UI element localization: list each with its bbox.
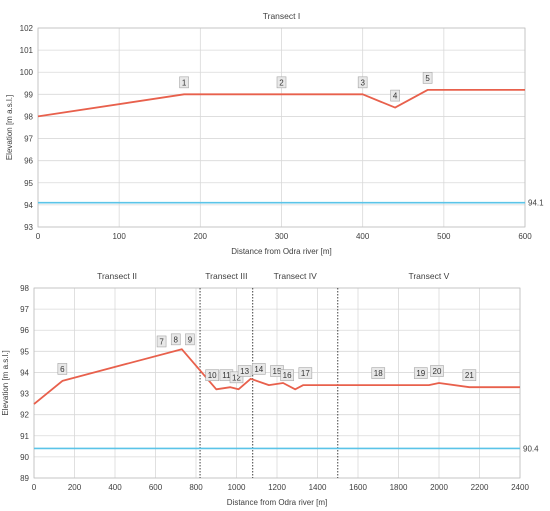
terrain-profile-line [33,348,520,405]
y-tick-label: 93 [24,223,33,232]
y-tick-label: 96 [24,157,33,166]
y-axis-label: Elevation [m a.s.l.] [5,95,14,160]
x-tick-label: 1000 [228,483,246,492]
x-tick-label: 100 [112,232,126,241]
point-label-box [205,369,219,382]
point-label-box [390,89,400,102]
x-tick-label: 600 [149,483,163,492]
x-tick-label: 400 [356,232,370,241]
y-tick-label: 94 [24,201,33,210]
point-label: 11 [222,371,231,380]
y-tick-label: 98 [20,284,29,293]
section-title: Transect V [408,271,449,281]
y-tick-label: 102 [20,24,34,33]
y-tick-label: 92 [20,411,29,420]
chart-transect-1: 93 94 95 96 97 98 99 100 101 102 0 100 200 300 400 500 6… [5,11,544,256]
x-tick-label: 0 [32,483,37,492]
y-axis-label: Elevation [m a.s.l.] [1,350,10,415]
point-label: 5 [425,74,430,83]
y-tick-label: 93 [20,390,29,399]
y-tick-label: 98 [24,112,33,121]
x-axis-label: Distance from Odra river [m] [231,247,331,256]
point-label: 13 [240,367,249,376]
point-label: 15 [273,367,282,376]
x-tick-label: 1400 [309,483,327,492]
point-label: 14 [254,365,263,374]
point-label: 9 [188,335,193,344]
chart-title: Transect I [263,11,300,21]
x-tick-label: 1600 [349,483,367,492]
x-axis-label: Distance from Odra river [m] [227,498,327,507]
point-label-box [251,363,266,375]
point-label-box [371,367,386,379]
water-level-label: 90.4 [523,444,539,453]
point-label: 12 [232,373,241,382]
point-label-box [185,333,195,346]
point-label-box [179,76,189,89]
section-title: Transect III [205,271,247,281]
point-label-box [422,72,433,84]
point-label-box [462,369,477,382]
point-label: 4 [393,92,398,101]
point-label: 7 [159,337,164,346]
x-tick-label: 800 [189,483,203,492]
point-label: 3 [360,78,365,87]
point-label-box [413,367,428,379]
x-tick-label: 200 [194,232,208,241]
point-label-box [156,335,167,348]
point-label: 1 [182,78,187,87]
y-tick-label: 89 [20,474,29,483]
y-tick-label: 95 [20,347,29,356]
terrain-profile-line [37,89,525,118]
point-label-box [170,333,181,346]
x-tick-label: 300 [275,232,289,241]
x-tick-label: 600 [518,232,532,241]
y-tick-label: 96 [20,326,29,335]
y-tick-label: 94 [20,368,29,377]
point-label: 2 [279,78,284,87]
point-label-box [280,369,294,382]
x-tick-label: 1800 [390,483,408,492]
point-label-box [357,76,368,89]
point-label-box [430,365,444,377]
y-tick-label: 101 [20,46,34,55]
x-tick-label: 1200 [268,483,286,492]
point-label: 17 [301,369,310,378]
point-label-box [298,367,313,379]
y-tick-label: 97 [20,305,29,314]
section-title: Transect IV [274,271,317,281]
y-tick-label: 97 [24,135,33,144]
point-label: 21 [465,371,474,380]
point-label-box [229,371,244,384]
y-tick-label: 90 [20,453,29,462]
y-tick-label: 95 [24,179,33,188]
plot-frame [37,27,526,228]
point-label-box [237,365,252,377]
x-tick-label: 400 [108,483,122,492]
y-tick-label: 91 [20,432,29,441]
point-label: 19 [416,369,425,378]
point-label-box [276,76,287,89]
x-tick-label: 0 [36,232,41,241]
point-label: 6 [60,365,65,374]
x-tick-label: 2400 [511,483,529,492]
x-tick-label: 200 [68,483,82,492]
x-tick-label: 2200 [471,483,489,492]
water-level-label: 94.1 [528,199,544,208]
x-tick-label: 500 [437,232,451,241]
point-label: 8 [174,335,179,344]
x-tick-label: 2000 [430,483,448,492]
point-label: 20 [433,367,442,376]
point-label: 18 [374,369,383,378]
point-label: 16 [283,371,292,380]
y-tick-label: 100 [20,68,34,77]
y-tick-label: 99 [24,90,33,99]
section-title: Transect II [97,271,137,281]
plot-frame [33,287,521,479]
point-label: 10 [208,371,217,380]
point-label-box [57,363,68,375]
